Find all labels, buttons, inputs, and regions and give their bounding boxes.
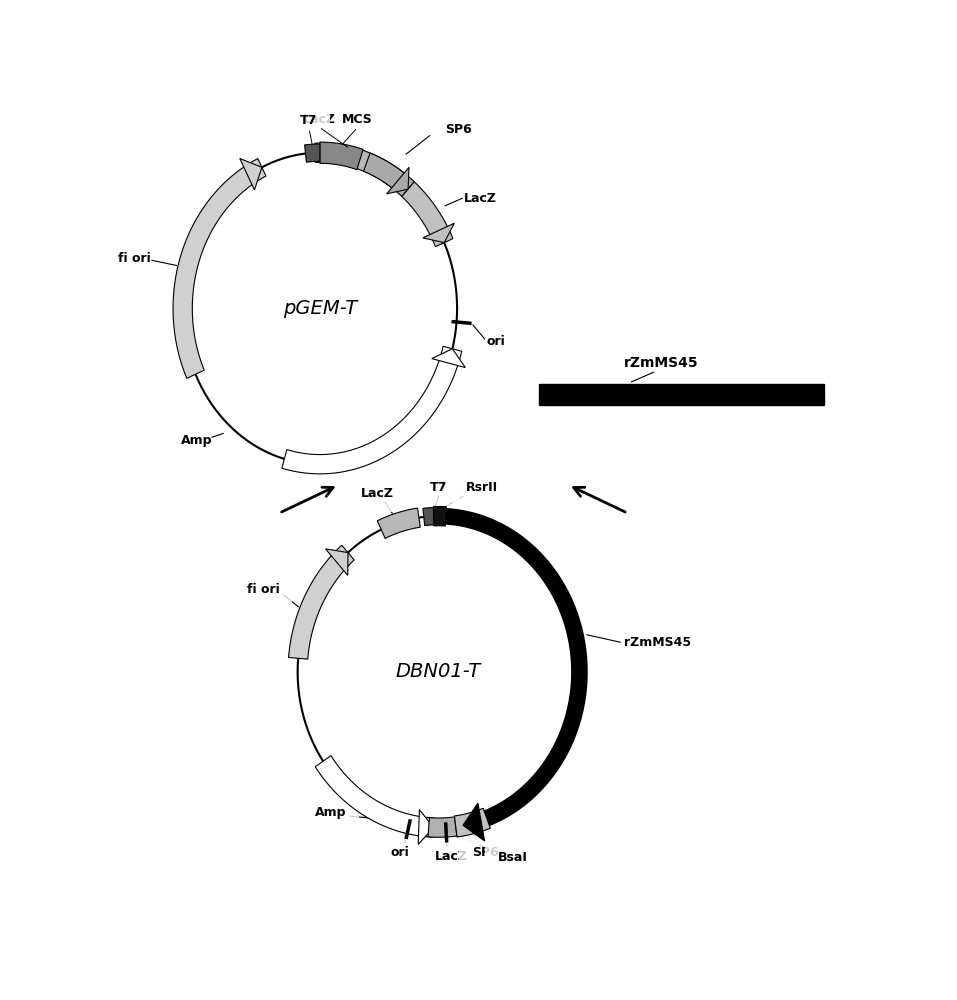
Polygon shape [315, 143, 404, 189]
Polygon shape [423, 507, 436, 526]
Polygon shape [315, 756, 434, 837]
Text: SP6: SP6 [472, 846, 499, 859]
Text: fi ori: fi ori [247, 583, 279, 596]
Text: LacZ: LacZ [361, 487, 394, 500]
Polygon shape [423, 223, 455, 243]
Text: BsaI: BsaI [498, 851, 527, 864]
Polygon shape [432, 349, 465, 368]
Text: LacZ: LacZ [302, 113, 336, 126]
Polygon shape [320, 142, 363, 170]
Text: RsrII: RsrII [466, 481, 498, 494]
Text: pGEM-T: pGEM-T [282, 299, 357, 318]
Polygon shape [289, 545, 354, 659]
Polygon shape [377, 508, 420, 538]
Polygon shape [434, 506, 446, 526]
Polygon shape [304, 144, 320, 162]
Text: rZmMS45: rZmMS45 [624, 356, 699, 370]
Polygon shape [418, 810, 434, 844]
Polygon shape [240, 158, 262, 190]
Text: T7: T7 [430, 481, 447, 494]
Text: SP6: SP6 [445, 123, 472, 136]
Bar [539, 384, 824, 405]
Text: Amp: Amp [315, 806, 346, 819]
Text: ori: ori [390, 846, 409, 859]
Text: MCS: MCS [343, 113, 373, 126]
Polygon shape [455, 808, 490, 837]
Text: LacZ: LacZ [434, 850, 467, 863]
Polygon shape [428, 817, 456, 837]
Text: Amp: Amp [181, 434, 212, 447]
Polygon shape [173, 159, 266, 378]
Text: LacZ: LacZ [463, 192, 497, 205]
Polygon shape [325, 549, 348, 575]
Text: DBN01-T: DBN01-T [396, 662, 481, 681]
Polygon shape [463, 803, 484, 841]
Polygon shape [402, 182, 453, 247]
Text: fi ori: fi ori [118, 252, 150, 265]
Polygon shape [364, 153, 414, 197]
Text: rZmMS45: rZmMS45 [624, 636, 691, 649]
Text: T7: T7 [300, 114, 318, 127]
Polygon shape [282, 346, 461, 474]
Text: ori: ori [486, 335, 505, 348]
Polygon shape [387, 167, 409, 194]
